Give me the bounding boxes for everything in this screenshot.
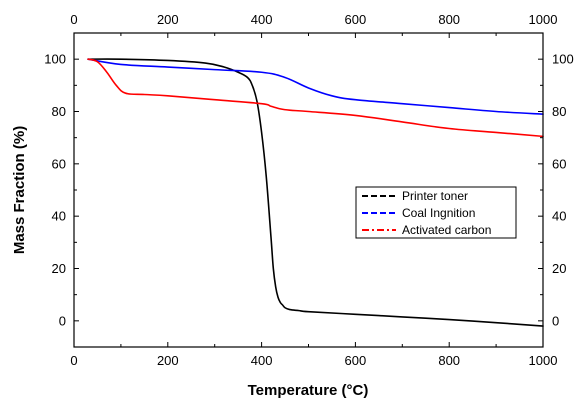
y-tick-label-right: 0 xyxy=(552,313,559,328)
x-tick-label-top: 600 xyxy=(345,12,367,27)
x-tick-label-top: 400 xyxy=(251,12,273,27)
y-tick-label-left: 60 xyxy=(52,156,66,171)
series-line-coal-ingnition xyxy=(87,58,544,115)
plot-frame xyxy=(73,32,544,348)
x-tick-label-top: 800 xyxy=(438,12,460,27)
y-tick-label-left: 100 xyxy=(44,52,66,67)
x-tick-label-bottom: 0 xyxy=(70,353,77,368)
x-tick-label-bottom: 400 xyxy=(251,353,273,368)
series-line-printer-toner xyxy=(87,58,544,327)
legend-label-printer-toner: Printer toner xyxy=(402,189,468,203)
x-tick-label-top: 200 xyxy=(157,12,179,27)
y-axis-title: Mass Fraction (%) xyxy=(11,126,28,254)
legend: Printer toner Coal Ingnition Activated c… xyxy=(355,186,517,239)
y-tick-label-left: 40 xyxy=(52,209,66,224)
x-tick-label-bottom: 200 xyxy=(157,353,179,368)
y-tick-label-right: 40 xyxy=(552,209,566,224)
x-tick-label-bottom: 600 xyxy=(345,353,367,368)
x-tick-label-top: 0 xyxy=(70,12,77,27)
y-tick-label-right: 60 xyxy=(552,156,566,171)
y-tick-label-left: 20 xyxy=(52,261,66,276)
x-tick-label-bottom: 1000 xyxy=(529,353,558,368)
y-tick-label-left: 80 xyxy=(52,104,66,119)
x-tick-label-top: 1000 xyxy=(529,12,558,27)
legend-label-coal-ingnition: Coal Ingnition xyxy=(402,206,475,220)
x-tick-label-bottom: 800 xyxy=(438,353,460,368)
y-tick-label-right: 100 xyxy=(552,52,574,67)
y-tick-label-right: 20 xyxy=(552,261,566,276)
legend-label-activated-carbon: Activated carbon xyxy=(402,223,491,237)
y-tick-label-left: 0 xyxy=(59,313,66,328)
x-axis-title: Temperature (°C) xyxy=(248,382,369,399)
y-tick-label-right: 80 xyxy=(552,104,566,119)
series-line-activated-carbon xyxy=(87,58,544,138)
